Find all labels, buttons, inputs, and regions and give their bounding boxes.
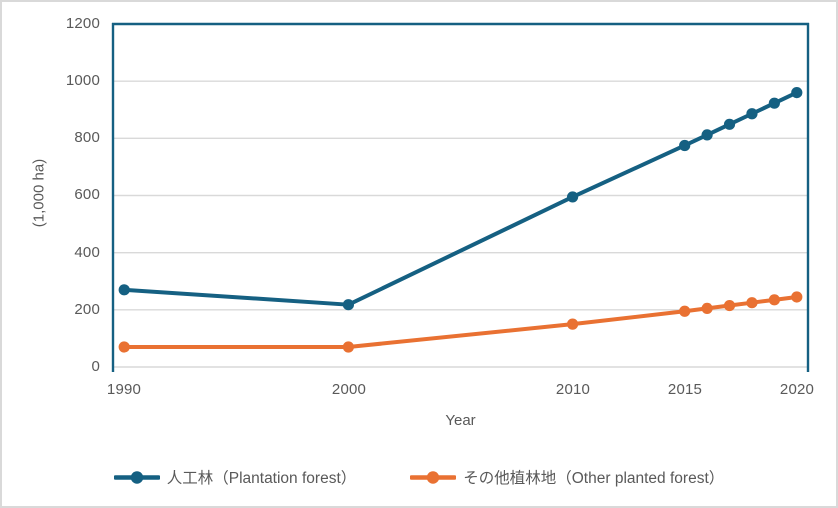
legend-label: 人工林（Plantation forest） [166,470,357,487]
y-tick-label: 400 [74,244,100,261]
y-tick-label: 0 [91,358,100,375]
legend-item-plantation-forest: 人工林（Plantation forest） [113,466,357,488]
y-tick-label: 600 [74,186,100,203]
x-tick-label: 1990 [106,381,142,398]
x-tick-label: 2020 [779,381,815,398]
x-tick-label: 2015 [667,381,703,398]
x-tick-label: 2010 [555,381,591,398]
legend-line-marker-icon [113,470,160,484]
legend: 人工林（Plantation forest） その他植林地（Other plan… [0,463,838,491]
y-tick-label: 1200 [65,15,100,32]
legend-label: その他植林地（Other planted forest） [463,470,725,487]
y-tick-label: 800 [74,129,100,146]
legend-item-other-planted-forest: その他植林地（Other planted forest） [410,466,724,488]
x-tick-label: 2000 [331,381,367,398]
y-tick-label: 1000 [65,72,100,89]
legend-line-marker-icon [410,470,457,484]
y-tick-label: 200 [74,301,100,318]
y-axis-title: (1,000 ha) [30,158,48,228]
x-axis-title: Year [445,412,476,429]
